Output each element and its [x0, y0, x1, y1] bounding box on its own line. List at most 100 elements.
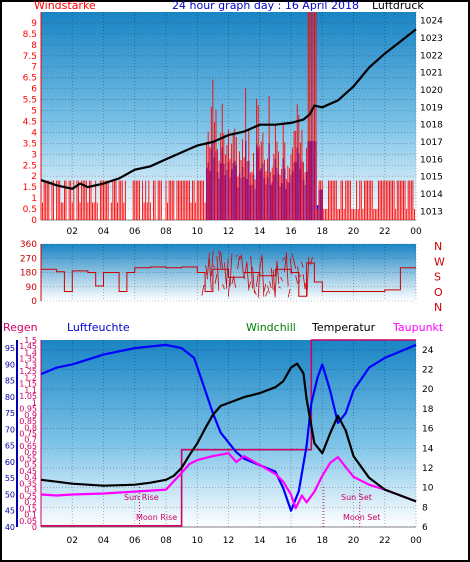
rain-tick-label: 1.4: [24, 348, 37, 357]
direction-spike: [218, 250, 222, 269]
hour-tick-label: 16: [285, 536, 297, 546]
direction-spike: [263, 283, 267, 293]
humidity-tick-label: 50: [5, 490, 15, 499]
hour-tick-label: 02: [67, 536, 78, 546]
direction-tick-label: 0: [31, 297, 37, 307]
rain-tick-label: 1.25: [19, 367, 37, 376]
wind-tick-label: 4.5: [23, 117, 37, 127]
temp-tick-label: 6: [422, 523, 428, 533]
wind-tick-label: 6.5: [23, 74, 37, 84]
wind-tick-label: 1.5: [23, 183, 37, 193]
rain-tick-label: 1.5: [24, 336, 37, 345]
humidity-tick-label: 70: [5, 425, 15, 434]
hour-tick-label: 18: [317, 536, 329, 546]
rain-tick-label: 1.05: [19, 392, 37, 401]
direction-spike: [248, 281, 252, 289]
direction-spike: [265, 291, 268, 297]
wind-tick-label: 5.5: [23, 96, 37, 106]
rain-tick-label: 0.2: [24, 498, 37, 507]
wind-tick-label: 7: [31, 63, 37, 73]
temp-tick-label: 8: [422, 503, 428, 513]
wind-tick-label: 1: [31, 194, 37, 204]
direction-spike: [287, 289, 291, 298]
rain-tick-label: 0.9: [24, 411, 37, 420]
direction-spike: [235, 254, 238, 258]
rain-tick-label: 0.65: [19, 442, 37, 451]
compass-label: S: [434, 271, 441, 284]
direction-spike: [255, 273, 259, 287]
wind-tick-label: 2: [31, 172, 37, 182]
pressure-tick-label: 1015: [420, 173, 443, 183]
direction-spike: [285, 252, 289, 287]
wind-tick-label: 3: [31, 150, 37, 160]
dewpoint-line: [40, 452, 417, 510]
humidity-tick-label: 75: [5, 409, 15, 418]
pressure-line: [40, 28, 417, 190]
direction-spike: [252, 267, 255, 294]
direction-spike: [246, 263, 250, 291]
compass-label: W: [434, 255, 445, 268]
rain-tick-label: 1: [32, 398, 37, 407]
direction-spike: [274, 260, 278, 298]
direction-spike: [304, 282, 308, 293]
direction-spike: [306, 256, 310, 297]
direction-spike: [209, 258, 212, 291]
hour-tick-label: 18: [317, 227, 329, 237]
pressure-tick-label: 1021: [420, 69, 443, 79]
moonrise-label: Moon Rise: [136, 513, 177, 522]
wind-tick-label: 9: [31, 19, 37, 29]
direction-spike: [291, 253, 295, 261]
direction-spike: [250, 256, 253, 289]
rain-tick-label: 0.15: [19, 504, 37, 513]
wind-tick-label: 8: [31, 41, 37, 51]
direction-tick-label: 180: [20, 269, 37, 279]
hour-tick-label: 10: [192, 536, 204, 546]
humidity-tick-label: 95: [5, 344, 15, 353]
direction-spike: [297, 266, 300, 283]
direction-spike: [229, 253, 233, 286]
rain-tick-label: 0.3: [24, 486, 37, 495]
direction-spike: [295, 275, 298, 284]
direction-spike: [269, 281, 272, 288]
wind-tick-label: 3.5: [23, 139, 37, 149]
compass-label: N: [434, 301, 442, 314]
rain-tick-label: 0.85: [19, 417, 37, 426]
moonset-label: Moon Set: [343, 513, 380, 522]
hour-tick-label: 12: [223, 536, 234, 546]
direction-spike: [225, 259, 229, 289]
humidity-line: [40, 343, 417, 512]
pressure-tick-label: 1020: [420, 86, 443, 96]
compass-label: N: [434, 240, 442, 253]
wind-axis-title: Windstärke: [34, 0, 96, 12]
direction-spike: [302, 274, 306, 290]
direction-spike: [254, 290, 257, 296]
direction-tick-label: 270: [20, 254, 37, 264]
direction-spike: [278, 286, 281, 289]
direction-spike: [289, 257, 293, 275]
compass-label: O: [434, 286, 443, 299]
hour-tick-label: 10: [192, 227, 204, 237]
rain-tick-label: 0.95: [19, 405, 37, 414]
rain-tick-label: 0.55: [19, 454, 37, 463]
wind-tick-label: 4: [31, 128, 37, 138]
humidity-tick-label: 45: [5, 507, 15, 516]
wind-tick-label: 0: [31, 216, 37, 226]
direction-spike: [261, 254, 265, 297]
direction-spike: [240, 254, 244, 273]
rain-line: [41, 339, 416, 527]
hour-tick-label: 12: [223, 227, 234, 237]
hour-tick-label: 22: [379, 536, 390, 546]
direction-spike: [210, 250, 214, 277]
rain-tick-label: 1.3: [24, 361, 37, 370]
rain-tick-label: 0.05: [19, 517, 37, 526]
temp-tick-label: 18: [422, 405, 434, 415]
hour-tick-label: 16: [285, 227, 297, 237]
wind-tick-label: 6: [31, 85, 37, 95]
pressure-tick-label: 1019: [420, 103, 443, 113]
direction-spike: [310, 257, 313, 264]
humidity-tick-label: 85: [5, 377, 15, 386]
rain-tick-label: 0.8: [24, 423, 37, 432]
rain-tick-label: 0.25: [19, 492, 37, 501]
temp-tick-label: 12: [422, 464, 433, 474]
